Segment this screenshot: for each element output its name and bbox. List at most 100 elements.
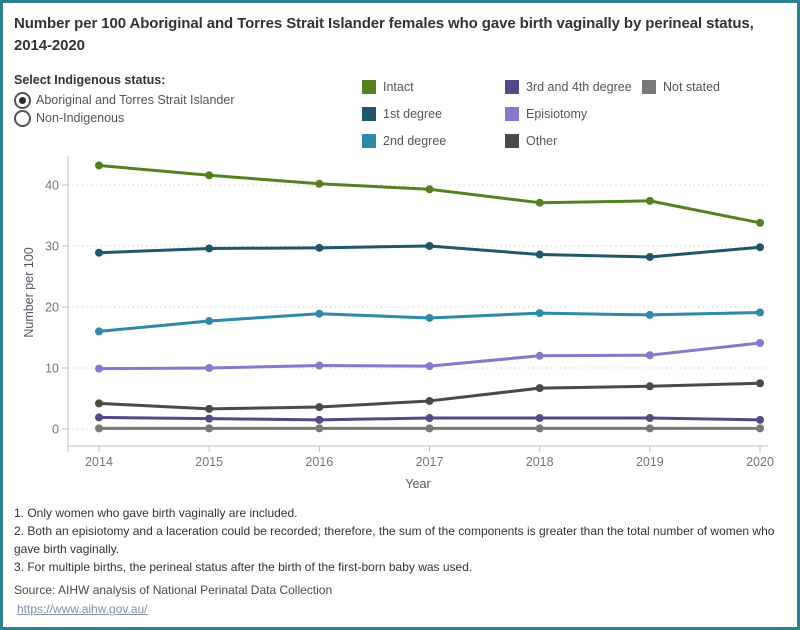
- data-point-episiotomy-2016: [315, 361, 324, 370]
- footnote-3: 3. For multiple births, the perineal sta…: [14, 560, 473, 574]
- legend-item-other[interactable]: Other: [505, 127, 632, 154]
- data-point-3rd-and-4th-degree-2017: [425, 414, 434, 423]
- data-point-episiotomy-2019: [645, 351, 654, 360]
- data-point-3rd-and-4th-degree-2019: [645, 414, 654, 423]
- source-label: Source: AIHW analysis of National Perina…: [14, 583, 333, 597]
- legend-label: Not stated: [663, 79, 720, 94]
- data-point-not-stated-2020: [756, 424, 765, 433]
- data-point-other-2018: [535, 384, 544, 393]
- radio-option-non-indigenous[interactable]: Non-Indigenous: [14, 109, 354, 127]
- data-point-2nd-degree-2014: [95, 327, 103, 336]
- y-tick-label: 20: [45, 301, 59, 315]
- data-point-not-stated-2016: [315, 424, 324, 433]
- data-point-intact-2014: [95, 161, 103, 170]
- x-axis-title: Year: [405, 477, 430, 491]
- data-point-other-2020: [756, 379, 765, 388]
- y-tick-label: 40: [45, 179, 59, 193]
- legend-item-episiotomy[interactable]: Episiotomy: [505, 100, 632, 127]
- y-axis-title: Number per 100: [22, 247, 36, 337]
- data-point-1st-degree-2019: [645, 252, 654, 261]
- data-point-2nd-degree-2020: [756, 308, 765, 317]
- legend-label: 3rd and 4th degree: [526, 79, 632, 94]
- y-tick-label: 10: [45, 362, 59, 376]
- series-line-intact: [97, 163, 762, 225]
- footnote-1: 1. Only women who gave birth vaginally a…: [14, 506, 298, 520]
- data-point-intact-2015: [205, 171, 214, 180]
- footnote-2: 2. Both an episiotomy and a laceration c…: [14, 524, 775, 556]
- data-point-not-stated-2017: [425, 424, 434, 433]
- data-point-1st-degree-2017: [425, 242, 434, 250]
- source-link[interactable]: https://www.aihw.gov.au/: [17, 602, 148, 616]
- legend-column-2: 3rd and 4th degree Episiotomy Other: [505, 73, 632, 154]
- line-chart[interactable]: 0 10 20 30 40 2014 2015 2016 2017 2018 2019 2020 Yea…: [3, 148, 797, 498]
- legend-swatch: [362, 79, 376, 94]
- radio-option-aboriginal[interactable]: Aboriginal and Torres Strait Islander: [14, 91, 354, 109]
- data-point-3rd-and-4th-degree-2014: [95, 413, 103, 422]
- footnotes: 1. Only women who gave birth vaginally a…: [14, 504, 784, 576]
- source-block: Source: AIHW analysis of National Perina…: [14, 581, 784, 618]
- legend-item-3rd-4th-degree[interactable]: 3rd and 4th degree: [505, 73, 632, 100]
- data-point-episiotomy-2020: [756, 338, 765, 347]
- legend-swatch: [362, 106, 376, 121]
- data-point-1st-degree-2014: [95, 248, 103, 257]
- legend-label: Intact: [383, 79, 414, 94]
- data-point-other-2019: [645, 382, 654, 391]
- y-tick-label: 30: [45, 240, 59, 254]
- legend-column-1: Intact 1st degree 2nd degree: [362, 73, 446, 154]
- legend-swatch: [505, 133, 519, 148]
- legend-swatch: [362, 133, 376, 148]
- legend-item-not-stated[interactable]: Not stated: [642, 73, 720, 100]
- page-title: Number per 100 Aboriginal and Torres Str…: [14, 15, 754, 54]
- legend-label: 1st degree: [383, 106, 443, 121]
- legend-label: Other: [526, 133, 558, 148]
- radio-option-label: Aboriginal and Torres Strait Islander: [36, 93, 235, 107]
- x-tick-label: 2016: [305, 455, 333, 469]
- data-point-episiotomy-2017: [425, 362, 434, 371]
- data-point-intact-2020: [756, 218, 765, 227]
- data-point-not-stated-2018: [535, 424, 544, 433]
- data-point-1st-degree-2020: [756, 243, 765, 252]
- legend-item-1st-degree[interactable]: 1st degree: [362, 100, 446, 127]
- data-point-episiotomy-2015: [205, 364, 214, 372]
- x-tick-label: 2020: [746, 455, 774, 469]
- radio-button-icon[interactable]: [14, 109, 31, 127]
- data-point-3rd-and-4th-degree-2016: [315, 415, 324, 424]
- radio-button-icon[interactable]: [14, 91, 31, 109]
- data-point-intact-2019: [645, 196, 654, 205]
- data-point-episiotomy-2014: [95, 364, 103, 373]
- y-tick-label: 0: [52, 423, 59, 437]
- legend-swatch: [505, 106, 519, 121]
- data-point-episiotomy-2018: [535, 351, 544, 360]
- data-point-3rd-and-4th-degree-2015: [205, 414, 214, 423]
- data-point-intact-2018: [535, 198, 544, 207]
- legend-swatch: [642, 79, 656, 94]
- data-point-1st-degree-2016: [315, 243, 324, 252]
- indigenous-status-filter: Select Indigenous status: Aboriginal and…: [14, 73, 354, 127]
- data-point-3rd-and-4th-degree-2018: [535, 414, 544, 423]
- data-point-2nd-degree-2017: [425, 313, 434, 322]
- data-point-2nd-degree-2019: [645, 310, 654, 319]
- data-point-other-2016: [315, 403, 324, 412]
- legend-column-3: Not stated: [642, 73, 720, 100]
- data-point-1st-degree-2018: [535, 250, 544, 259]
- legend-label: Episiotomy: [526, 106, 588, 121]
- data-point-2nd-degree-2015: [205, 317, 214, 326]
- radio-option-label: Non-Indigenous: [36, 111, 125, 125]
- radio-selected-dot: [19, 96, 26, 104]
- data-point-2nd-degree-2018: [535, 309, 544, 318]
- chart-svg[interactable]: 0 10 20 30 40 2014 2015 2016 2017 2018 2019 2020 Yea…: [3, 148, 797, 498]
- data-point-2nd-degree-2016: [315, 309, 324, 318]
- legend-item-2nd-degree[interactable]: 2nd degree: [362, 127, 446, 154]
- x-tick-label: 2017: [416, 455, 444, 469]
- data-point-not-stated-2019: [645, 424, 654, 433]
- data-point-3rd-and-4th-degree-2020: [756, 415, 765, 424]
- data-point-1st-degree-2015: [205, 244, 214, 253]
- legend-item-intact[interactable]: Intact: [362, 73, 446, 100]
- data-point-other-2015: [205, 404, 214, 413]
- data-point-other-2017: [425, 396, 434, 405]
- legend-swatch: [505, 79, 519, 94]
- x-tick-label: 2015: [195, 455, 223, 469]
- x-tick-label: 2018: [526, 455, 554, 469]
- data-point-intact-2017: [425, 185, 434, 194]
